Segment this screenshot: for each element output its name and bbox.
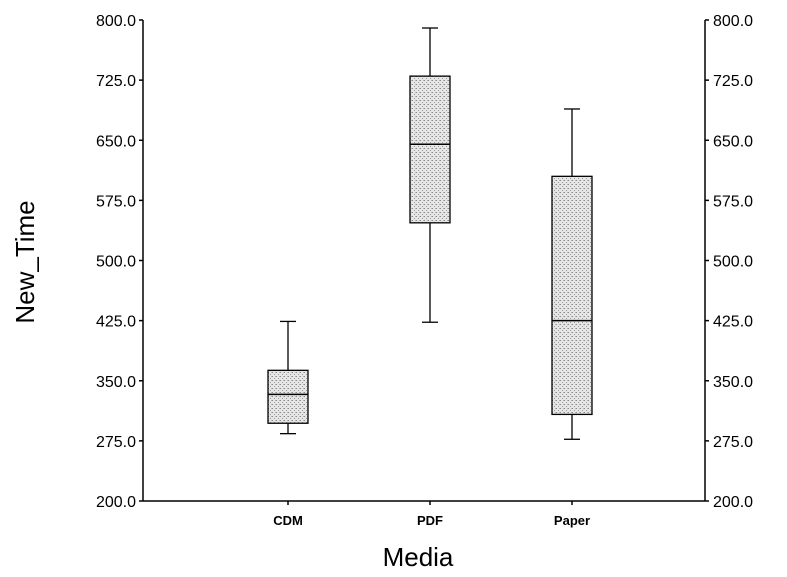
x-tick-label: CDM	[273, 513, 303, 528]
y-tick-label-right: 575.0	[713, 193, 753, 210]
y-tick-label-right: 800.0	[713, 13, 753, 30]
y-tick-label-right: 425.0	[713, 314, 753, 331]
y-tick-label-left: 650.0	[96, 133, 136, 150]
y-tick-label-right: 725.0	[713, 73, 753, 90]
box-cdm	[267, 320, 309, 435]
iqr-box	[267, 369, 309, 424]
boxes	[267, 27, 593, 440]
y-tick-label-left: 500.0	[96, 254, 136, 271]
y-tick-label-left: 575.0	[96, 193, 136, 210]
axes	[139, 19, 709, 505]
y-tick-label-left: 350.0	[96, 374, 136, 391]
y-tick-label-left: 200.0	[96, 494, 136, 511]
box-pdf	[409, 27, 451, 323]
y-tick-label-left: 275.0	[96, 434, 136, 451]
y-tick-label-right: 200.0	[713, 494, 753, 511]
x-tick-label: PDF	[417, 513, 443, 528]
y-tick-label-left: 800.0	[96, 13, 136, 30]
y-tick-label-right: 350.0	[713, 374, 753, 391]
iqr-box	[409, 75, 451, 224]
y-tick-label-left: 425.0	[96, 314, 136, 331]
iqr-box	[551, 175, 593, 416]
x-axis-title: Media	[383, 542, 454, 572]
y-tick-label-right: 275.0	[713, 434, 753, 451]
box-paper	[551, 108, 593, 440]
labels: 200.0 200.0 275.0 275.0 350.0 350.0 425.0 425.0…	[96, 13, 753, 528]
x-tick-label: Paper	[554, 513, 590, 528]
y-axis-title: New_Time	[10, 200, 40, 323]
y-tick-label-right: 650.0	[713, 133, 753, 150]
y-tick-label-left: 725.0	[96, 73, 136, 90]
y-tick-label-right: 500.0	[713, 254, 753, 271]
